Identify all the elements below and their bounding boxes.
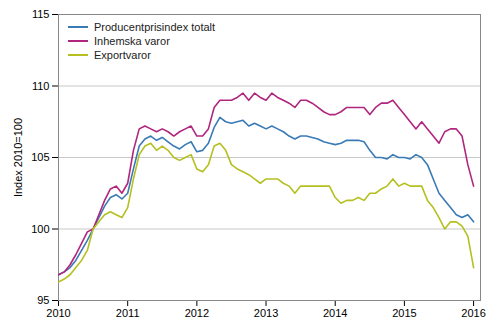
html-text:Inhemska varor: Inhemska varor (94, 35, 170, 47)
svg-text:2012: 2012 (185, 307, 209, 319)
html-text:Exportvaror: Exportvaror (94, 49, 151, 61)
svg-text:2013: 2013 (254, 307, 278, 319)
svg-text:2010: 2010 (46, 307, 70, 319)
svg-text:2016: 2016 (461, 307, 485, 319)
svg-text:2015: 2015 (392, 307, 416, 319)
svg-text:115: 115 (32, 8, 50, 20)
svg-text:2014: 2014 (323, 307, 347, 319)
svg-text:2011: 2011 (116, 307, 140, 319)
svg-text:105: 105 (31, 151, 49, 163)
html-text:Producentprisindex totalt: Producentprisindex totalt (94, 21, 216, 33)
svg-text:110: 110 (32, 80, 50, 92)
svg-text:Index 2010=100: Index 2010=100 (12, 118, 24, 197)
svg-text:100: 100 (31, 223, 49, 235)
svg-text:95: 95 (37, 294, 49, 306)
